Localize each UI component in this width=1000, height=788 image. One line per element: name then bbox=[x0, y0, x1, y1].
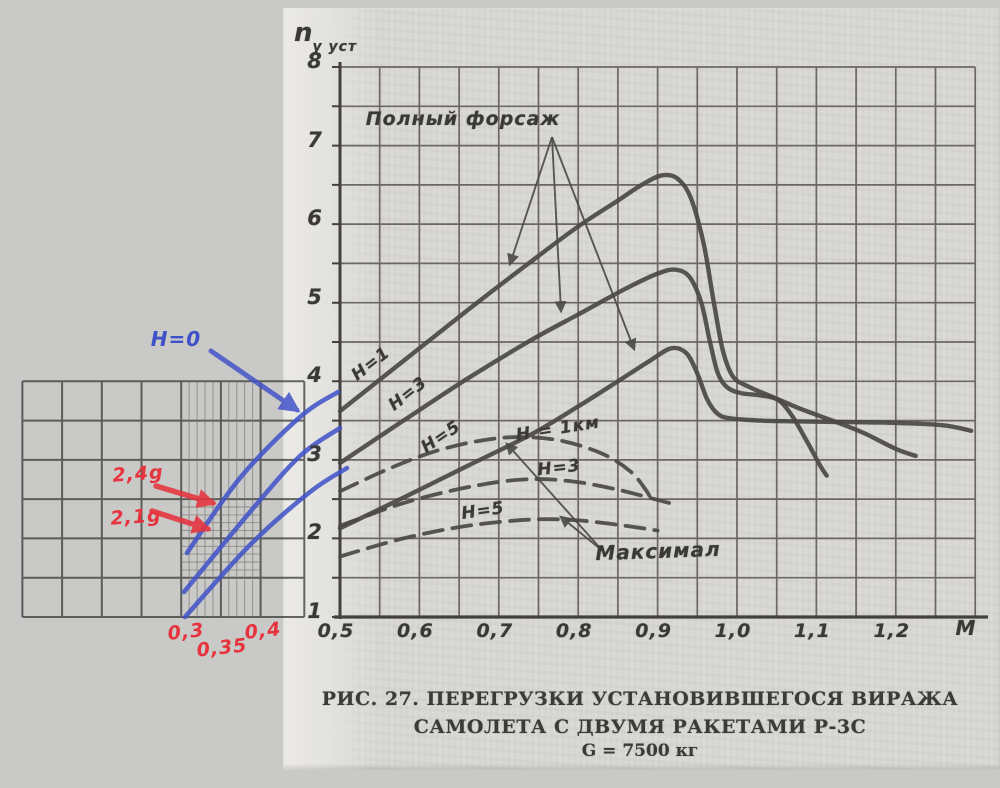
y-tick-label-8: 8 bbox=[307, 49, 323, 73]
h0-label: H=0 bbox=[150, 327, 202, 351]
x-tick-label-1,0: 1,0 bbox=[714, 620, 752, 642]
y-axis-subscript: у уст bbox=[312, 39, 358, 55]
x-tick-label-0,7: 0,7 bbox=[476, 620, 514, 642]
x-axis-unit-label: М bbox=[955, 616, 977, 640]
overlay-fine-grid bbox=[181, 381, 261, 617]
y-tick-label-1: 1 bbox=[307, 599, 323, 623]
y-tick-label-5: 5 bbox=[307, 284, 323, 309]
red-mark-label-1: 2,1g bbox=[109, 504, 163, 530]
caption-line-2: САМОЛЕТА С ДВУМЯ РАКЕТАМИ Р-3С bbox=[413, 716, 867, 738]
red-tick-label-1: 0,35 bbox=[195, 634, 249, 662]
full-afterburner-label: Полный форсаж bbox=[365, 108, 561, 130]
x-tick-label-1,2: 1,2 bbox=[873, 620, 911, 642]
y-tick-label-7: 7 bbox=[307, 127, 323, 152]
overlay-grid bbox=[21, 380, 306, 618]
maximal-label: Максимал bbox=[594, 536, 722, 566]
red-arrow-0 bbox=[153, 483, 217, 508]
caption-line-3: G = 7500 кг bbox=[581, 741, 699, 761]
y-tick-label-2: 2 bbox=[307, 520, 323, 545]
red-tick-label-2: 0,4 bbox=[243, 618, 283, 644]
x-tick-label-1,1: 1,1 bbox=[794, 620, 831, 642]
x-tick-label-0,8: 0,8 bbox=[555, 620, 593, 642]
caption-line-1: РИС. 27. ПЕРЕГРУЗКИ УСТАНОВИВШЕГОСЯ ВИРА… bbox=[321, 688, 959, 710]
y-tick-label-6: 6 bbox=[307, 206, 323, 231]
y-axis-symbol: n bbox=[294, 18, 313, 48]
red-mark-label-0: 2,4g bbox=[111, 461, 165, 487]
y-tick-label-4: 4 bbox=[307, 363, 323, 388]
x-tick-label-0,9: 0,9 bbox=[635, 620, 672, 642]
x-tick-label-0,5: 0,5 bbox=[317, 620, 355, 642]
y-axis-title: nу уст bbox=[294, 18, 357, 55]
y-tick-label-3: 3 bbox=[307, 441, 323, 466]
x-tick-label-0,6: 0,6 bbox=[397, 620, 434, 642]
